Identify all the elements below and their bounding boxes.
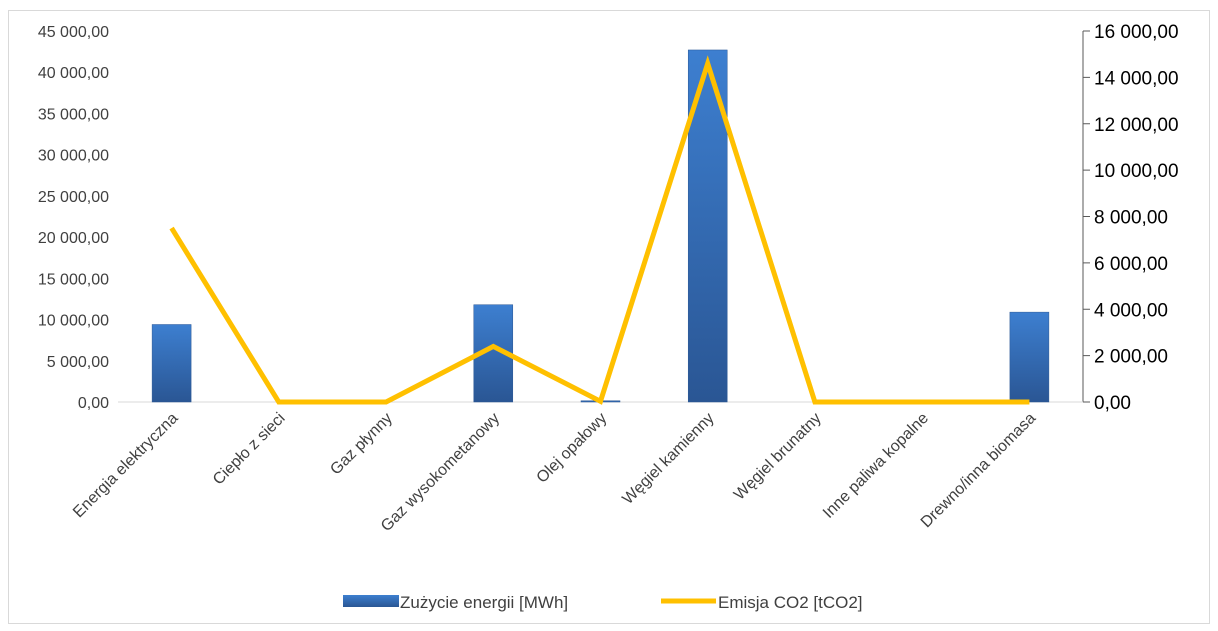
legend-label-line: Emisja CO2 [tCO2]: [718, 593, 863, 612]
left-axis-tick-label: 0,00: [78, 395, 109, 412]
right-axis-tick-label: 10 000,00: [1094, 161, 1179, 182]
right-axis-tick-label: 6 000,00: [1094, 254, 1168, 275]
category-label: Węgiel kamienny: [619, 410, 717, 508]
category-labels: Energia elektryczna Ciepło z sieci Gaz pły…: [70, 410, 1039, 535]
category-label: Gaz płynny: [327, 410, 396, 479]
chart-frame: [8, 10, 1210, 624]
right-axis-tick-label: 16 000,00: [1094, 22, 1179, 43]
legend-label-bar: Zużycie energii [MWh]: [400, 593, 568, 612]
category-label: Olej opałowy: [534, 410, 611, 487]
left-axis-tick-label: 40 000,00: [38, 65, 109, 82]
legend-swatch-bar: [343, 595, 399, 607]
right-axis-tick-label: 0,00: [1094, 393, 1131, 414]
left-axis-tick-label: 30 000,00: [38, 148, 109, 165]
right-axis-tick-label: 12 000,00: [1094, 115, 1179, 136]
category-label: Drewno/inna biomasa: [918, 410, 1040, 532]
right-axis-tick-label: 2 000,00: [1094, 347, 1168, 368]
line-series: [169, 55, 1030, 405]
left-axis-tick-label: 35 000,00: [38, 106, 109, 123]
emission-line: [169, 55, 1030, 405]
right-axis-tick-label: 8 000,00: [1094, 208, 1168, 229]
right-axis-tick-label: 14 000,00: [1094, 68, 1179, 89]
bar-1: [151, 324, 192, 403]
axes: 0,00 5 000,00 10 000,00 15 000,00 20 000,00 2…: [38, 22, 1179, 414]
left-axis-tick-label: 45 000,00: [38, 24, 109, 41]
left-axis-tick-label: 10 000,00: [38, 313, 109, 330]
bar-9: [1009, 311, 1050, 403]
legend: Zużycie energii [MWh] Emisja CO2 [tCO2]: [343, 593, 863, 612]
right-axis-tick-label: 4 000,00: [1094, 300, 1168, 321]
bar-series: [151, 49, 1050, 403]
category-label: Energia elektryczna: [70, 410, 181, 521]
category-label: Węgiel brunatny: [731, 410, 825, 504]
left-axis-tick-label: 5 000,00: [47, 354, 109, 371]
category-label: Inne paliwa kopalne: [820, 410, 932, 522]
category-label: Ciepło z sieci: [210, 410, 289, 489]
left-axis-tick-label: 20 000,00: [38, 230, 109, 247]
category-label: Gaz wysokometanowy: [378, 410, 503, 535]
left-axis-tick-label: 25 000,00: [38, 189, 109, 206]
left-axis-tick-label: 15 000,00: [38, 271, 109, 288]
